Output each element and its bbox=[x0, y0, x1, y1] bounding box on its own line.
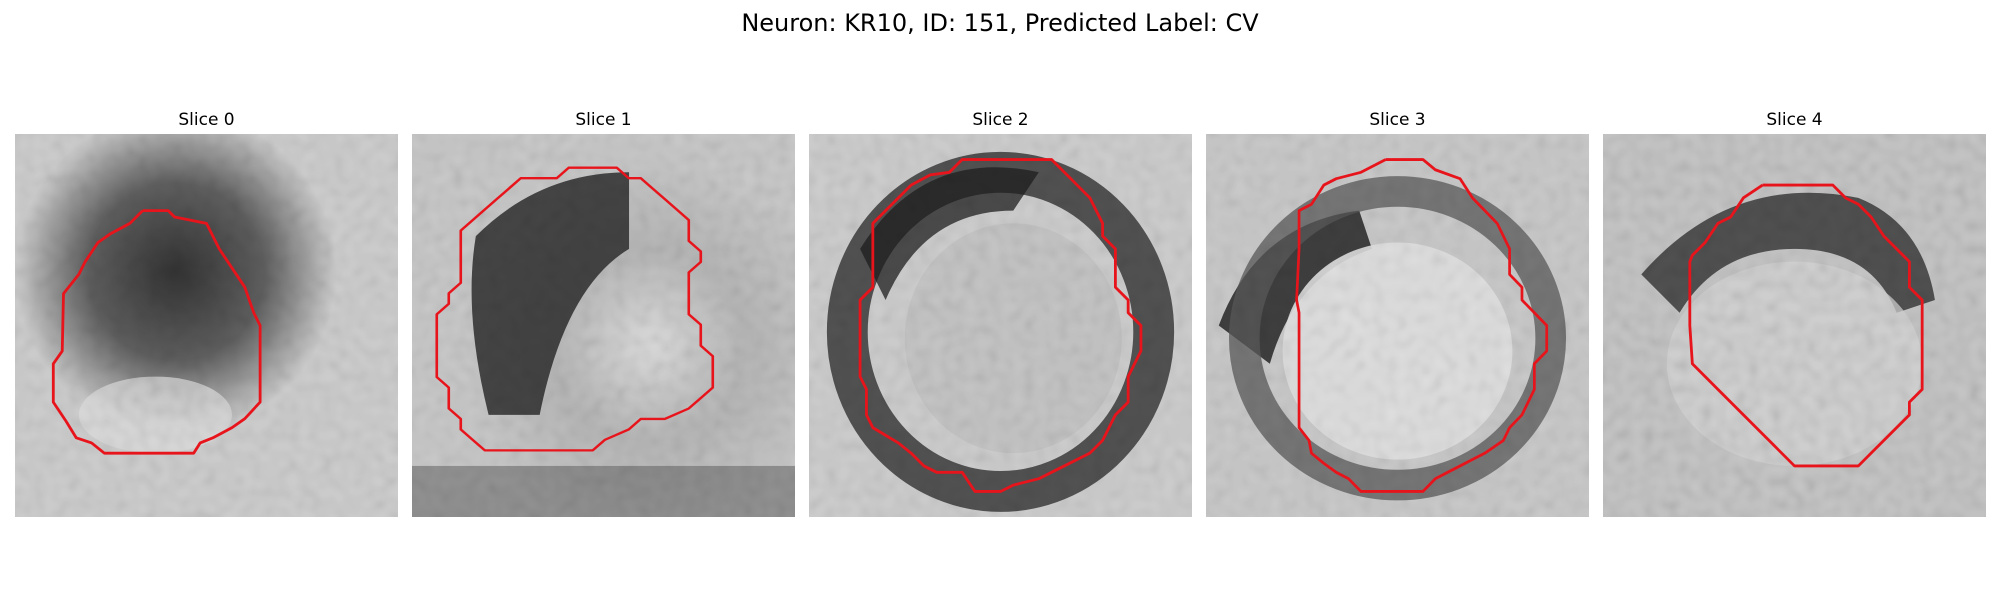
pixel-noise bbox=[1206, 134, 1589, 517]
contour-line bbox=[1295, 158, 1549, 493]
contour-line bbox=[435, 166, 715, 452]
slice-title-0: Slice 0 bbox=[178, 110, 235, 130]
slice-image-0 bbox=[15, 134, 398, 517]
slice-panel-1: Slice 1 bbox=[412, 108, 795, 518]
slice-title-1: Slice 1 bbox=[575, 110, 632, 130]
slice-panel-0: Slice 0 bbox=[15, 108, 398, 518]
slice-title-2: Slice 2 bbox=[972, 110, 1029, 130]
slice-image-1 bbox=[412, 134, 795, 517]
slice-image-2 bbox=[809, 134, 1192, 517]
contour-line bbox=[1688, 183, 1924, 468]
contour-line bbox=[51, 209, 262, 455]
pixel-noise bbox=[809, 134, 1192, 517]
contour-line bbox=[858, 158, 1143, 493]
pixel-noise bbox=[1603, 134, 1986, 517]
slice-title-4: Slice 4 bbox=[1766, 110, 1823, 130]
slice-image-3 bbox=[1206, 134, 1589, 517]
pixel-noise bbox=[412, 134, 795, 517]
slice-panel-2: Slice 2 bbox=[809, 108, 1192, 518]
pixel-noise bbox=[15, 134, 398, 517]
slice-panel-4: Slice 4 bbox=[1603, 108, 1986, 518]
slice-image-4 bbox=[1603, 134, 1986, 517]
figure-title: Neuron: KR10, ID: 151, Predicted Label: … bbox=[741, 9, 1259, 37]
slice-panel-3: Slice 3 bbox=[1206, 108, 1589, 518]
slice-title-3: Slice 3 bbox=[1369, 110, 1426, 130]
